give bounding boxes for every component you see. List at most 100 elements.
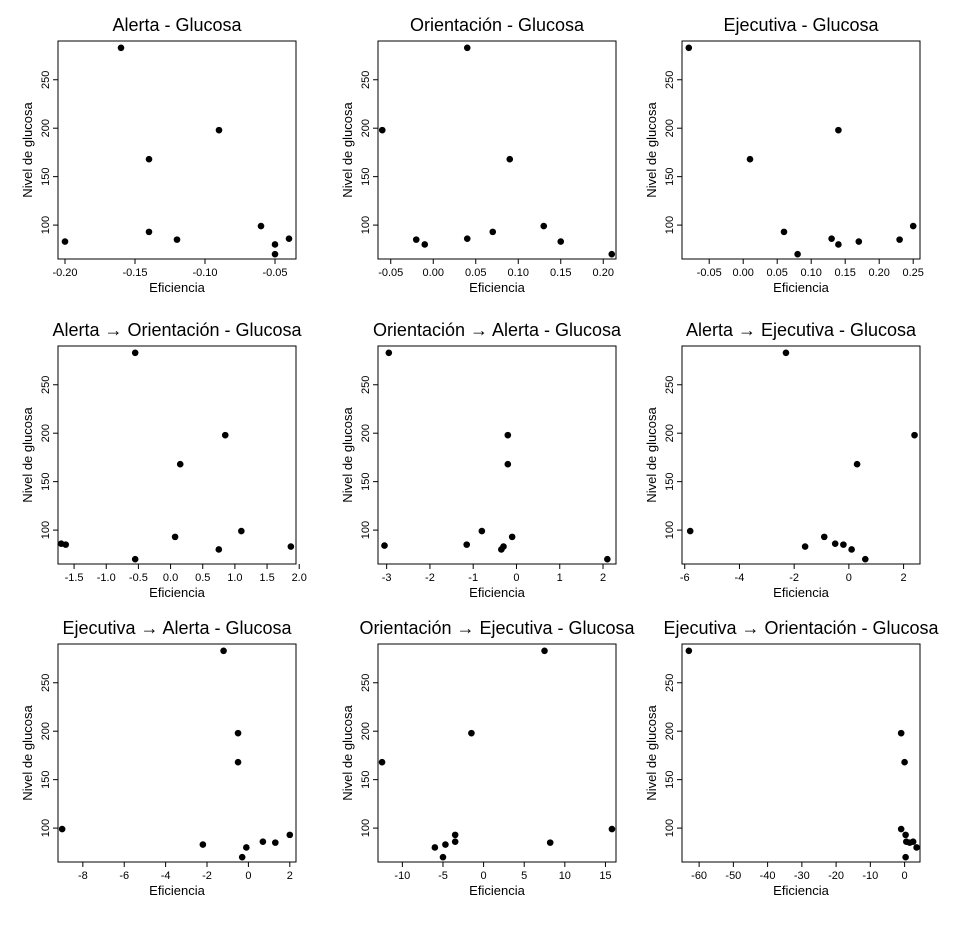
plot-frame: [377, 40, 617, 260]
y-tick-label: 100: [40, 216, 52, 234]
data-point: [131, 349, 139, 357]
panel-alerta-glucosa: Alerta - Glucosa -0.20 -0.15 -0.10 -0.05 100 1…: [0, 0, 318, 300]
data-point: [378, 126, 386, 134]
x-tick-label: -2: [789, 572, 799, 584]
x-tick-label: 0.20: [593, 267, 614, 279]
data-point: [234, 729, 242, 737]
data-point: [782, 349, 790, 357]
panel-alerta-ejecutiva-glucosa: Alerta → Ejecutiva - Glucosa -6 -4 -2 0 2 100 1…: [624, 305, 942, 605]
chart-title: Alerta → Ejecutiva - Glucosa: [686, 320, 917, 340]
x-tick-label: -5: [438, 870, 448, 882]
y-tick-label: 150: [664, 167, 676, 185]
panel-orientacion-ejecutiva-glucosa: Orientación → Ejecutiva - Glucosa -10 -5 0 5…: [320, 603, 638, 903]
y-tick-label: 150: [360, 472, 372, 490]
data-point: [685, 647, 693, 655]
x-tick-label: 0: [902, 870, 908, 882]
data-point: [451, 838, 459, 845]
data-point: [286, 831, 294, 839]
x-tick-label: -40: [760, 870, 776, 882]
data-point: [897, 729, 905, 737]
y-tick-label: 200: [664, 722, 676, 740]
x-tick-label: 0: [513, 572, 519, 584]
y-tick-label: 150: [40, 472, 52, 490]
y-tick-label: 150: [40, 770, 52, 788]
x-axis-label: Eficiencia: [773, 585, 829, 600]
x-tick-label: 0.05: [766, 267, 787, 279]
data-point: [442, 841, 449, 848]
data-point: [861, 555, 869, 563]
y-tick-label: 100: [360, 819, 372, 837]
data-point: [58, 825, 66, 833]
y-axis-label: Nivel de glucosa: [644, 407, 659, 503]
data-point: [911, 431, 918, 439]
data-point: [913, 844, 920, 851]
y-tick-label: 100: [360, 216, 372, 234]
y-axis-label: Nivel de glucosa: [20, 407, 35, 503]
y-tick-label: 150: [664, 770, 676, 788]
data-point: [855, 238, 863, 245]
x-tick-label: -6: [119, 870, 129, 882]
panel-ejecutiva-glucosa: Ejecutiva - Glucosa -0.05 0.00 0.05 0.10 0.15…: [624, 0, 942, 300]
x-tick-label: 0: [481, 870, 487, 882]
data-point: [421, 241, 429, 248]
y-tick-label: 250: [664, 71, 676, 89]
data-point: [171, 533, 179, 541]
plot-frame: [57, 345, 297, 565]
data-point: [468, 729, 475, 737]
data-point: [541, 647, 548, 655]
y-axis-label: Nivel de glucosa: [20, 705, 35, 801]
y-tick-label: 200: [360, 722, 372, 740]
x-tick-label: 15: [599, 870, 611, 882]
data-point: [902, 831, 909, 839]
plot-frame: [681, 40, 921, 260]
y-tick-label: 100: [664, 216, 676, 234]
scatter-chart: Ejecutiva → Alerta - Glucosa -8 -6 -4 -2 0 2 10…: [20, 618, 297, 898]
data-point: [62, 541, 70, 548]
data-point: [478, 527, 486, 535]
x-tick-label: 0.5: [195, 572, 210, 584]
plot-frame: [57, 40, 297, 260]
panel-orientacion-glucosa: Orientación - Glucosa -0.05 0.00 0.05 0.10 0.…: [320, 0, 638, 300]
x-tick-label: -10: [394, 870, 410, 882]
y-tick-label: 100: [360, 521, 372, 539]
data-point: [746, 155, 754, 163]
x-tick-label: 0: [846, 572, 852, 584]
y-tick-label: 100: [40, 521, 52, 539]
data-point: [221, 431, 229, 439]
plot-frame: [377, 643, 617, 863]
x-tick-label: -0.05: [697, 267, 722, 279]
plot-frame: [57, 643, 297, 863]
x-tick-label: 0.20: [868, 267, 889, 279]
data-point: [828, 235, 835, 242]
data-point: [173, 236, 181, 243]
x-tick-label: -60: [691, 870, 707, 882]
plot-frame: [377, 345, 617, 565]
x-tick-label: -8: [78, 870, 88, 882]
scatter-chart: Orientación - Glucosa -0.05 0.00 0.05 0.10 0.…: [340, 15, 617, 295]
data-point: [840, 541, 847, 548]
data-point: [504, 460, 512, 468]
data-point: [848, 546, 855, 553]
x-axis-label: Eficiencia: [773, 883, 829, 898]
x-tick-label: 0.00: [423, 267, 444, 279]
x-tick-label: 2: [287, 870, 293, 882]
x-tick-label: 0.25: [902, 267, 923, 279]
x-tick-label: -20: [828, 870, 844, 882]
x-tick-label: -30: [794, 870, 810, 882]
x-tick-label: 0.15: [834, 267, 855, 279]
y-tick-label: 250: [664, 376, 676, 394]
data-point: [439, 853, 447, 861]
y-tick-label: 150: [360, 770, 372, 788]
data-point: [412, 236, 420, 243]
data-point: [215, 546, 223, 553]
x-tick-label: 2: [901, 572, 907, 584]
data-point: [608, 825, 616, 833]
x-axis-label: Eficiencia: [773, 280, 829, 295]
y-tick-label: 200: [40, 722, 52, 740]
scatter-chart: Orientación → Alerta - Glucosa -3 -2 -1 0 1 2 1…: [340, 320, 622, 600]
chart-title: Alerta → Orientación - Glucosa: [52, 320, 302, 340]
y-tick-label: 200: [40, 424, 52, 442]
data-point: [259, 838, 267, 845]
x-axis-label: Eficiencia: [149, 585, 205, 600]
x-tick-label: -3: [382, 572, 392, 584]
